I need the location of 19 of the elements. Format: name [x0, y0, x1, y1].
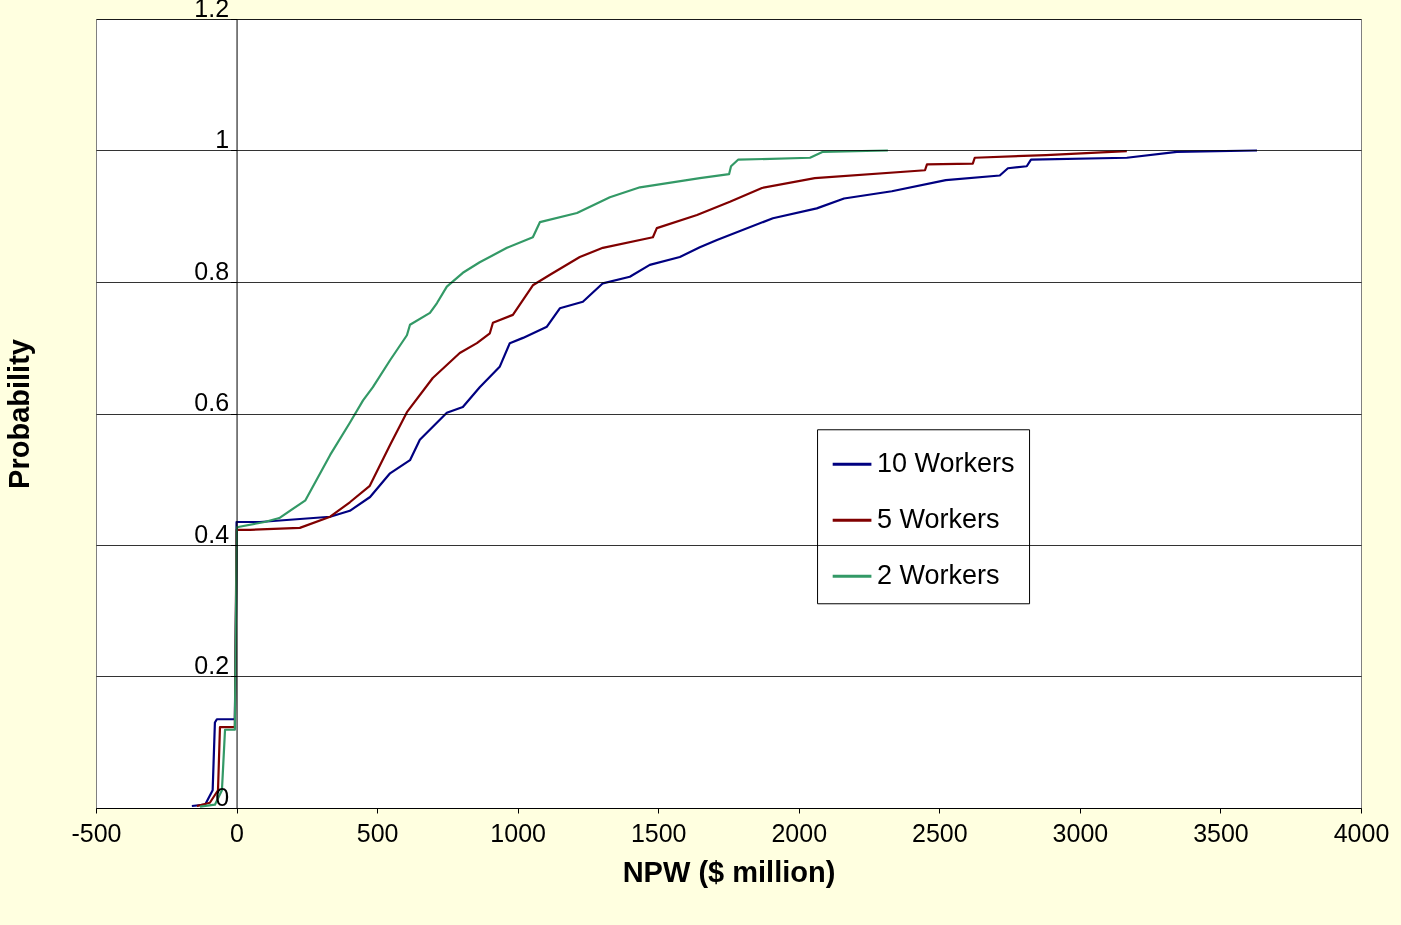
- legend-label: 10 Workers: [877, 448, 1015, 479]
- x-tick-label: 2500: [912, 818, 968, 847]
- legend-label: 5 Workers: [877, 504, 1000, 535]
- y-tick-label: 0.8: [194, 256, 230, 285]
- legend-label: 2 Workers: [877, 560, 1000, 591]
- x-tick-label: 4000: [1333, 818, 1390, 847]
- x-tick-label: -500: [71, 818, 122, 847]
- x-tick-label: 3000: [1052, 818, 1109, 847]
- y-axis-title: Probability: [2, 339, 35, 489]
- y-tick-label: 0.6: [194, 388, 230, 416]
- y-tick-label: 0.4: [194, 519, 230, 548]
- x-tick-label: 3500: [1193, 818, 1249, 847]
- y-tick-label: 1: [215, 125, 230, 153]
- x-axis-title: NPW ($ million): [622, 855, 836, 888]
- x-tick-label: 1500: [630, 818, 687, 847]
- x-tick-label: 2000: [771, 818, 828, 847]
- x-tick-label: 500: [356, 818, 399, 847]
- y-tick-label: 0.2: [194, 651, 230, 679]
- x-tick-label: 1000: [490, 818, 546, 847]
